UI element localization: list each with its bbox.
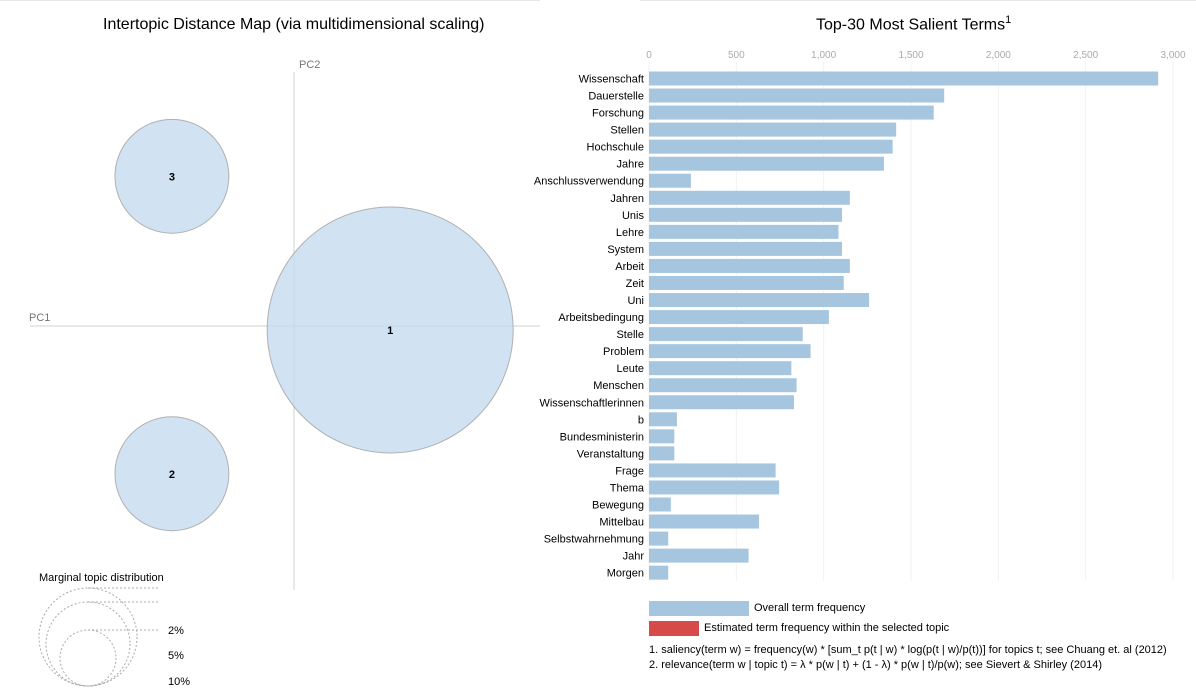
term-label-13: Uni: [627, 295, 644, 307]
term-label-9: Lehre: [616, 227, 644, 239]
x-tick-label-5: 2,500: [1073, 50, 1098, 61]
term-label-17: Leute: [616, 363, 644, 375]
overall-bar-3: [649, 122, 897, 137]
term-label-0: Wissenschaft: [579, 74, 644, 86]
right-top-rule: [640, 0, 1196, 1]
overall-bar-19: [649, 395, 794, 410]
overall-bar-17: [649, 361, 792, 376]
left-top-rule: [0, 0, 540, 1]
overall-frequency-legend-label: Overall term frequency: [754, 602, 866, 614]
term-label-20: b: [638, 414, 644, 426]
topic-label-2: 2: [169, 469, 175, 481]
topic-circle-1: [266, 206, 514, 454]
term-label-7: Jahren: [610, 193, 644, 205]
term-label-26: Mittelbau: [599, 517, 644, 529]
x-tick-label-3: 1,500: [898, 50, 923, 61]
salient-terms-title-footnote: 1: [1005, 14, 1012, 26]
overall-bar-12: [649, 275, 844, 290]
salient-terms-title: Top-30 Most Salient Terms1: [816, 14, 1011, 34]
overall-bar-25: [649, 497, 671, 512]
x-tick-label-1: 500: [728, 50, 745, 61]
marginal-legend-circle-1: [59, 629, 117, 687]
x-tick-label-4: 2,000: [986, 50, 1011, 61]
overall-bar-18: [649, 378, 797, 393]
saliency-footnote: 1. saliency(term w) = frequency(w) * [su…: [649, 644, 1167, 656]
overall-bar-1: [649, 88, 945, 103]
marginal-topic-legend: Marginal topic distribution 2% 5% 10%: [38, 572, 190, 688]
term-label-22: Veranstaltung: [577, 448, 644, 460]
overall-bar-4: [649, 139, 893, 154]
marginal-legend-circle-3: [38, 587, 138, 687]
marginal-legend-label-3: 10%: [168, 676, 190, 688]
overall-bar-20: [649, 412, 677, 427]
x-tick-label-2: 1,000: [811, 50, 836, 61]
term-label-5: Jahre: [616, 159, 644, 171]
term-label-3: Stellen: [610, 125, 644, 137]
term-label-4: Hochschule: [587, 142, 644, 154]
overall-bar-0: [649, 71, 1159, 86]
term-label-18: Menschen: [593, 380, 644, 392]
salient-terms-bar-chart: 0 500 1,000 1,500 2,000 2,500 3,000 Wissenschaf…: [534, 50, 1186, 636]
overall-bar-7: [649, 190, 850, 205]
term-label-24: Thema: [610, 482, 645, 494]
overall-bar-26: [649, 514, 760, 529]
pc1-axis-label: PC1: [29, 312, 50, 324]
x-tick-label-6: 3,000: [1160, 50, 1185, 61]
term-label-1: Dauerstelle: [588, 91, 644, 103]
marginal-legend-title: Marginal topic distribution: [39, 572, 164, 584]
overall-bar-2: [649, 105, 934, 120]
intertopic-distance-map: PC1 PC2 1 2 3: [29, 59, 540, 590]
overall-bar-13: [649, 293, 870, 308]
overall-bar-10: [649, 241, 843, 256]
marginal-legend-label-1: 2%: [168, 625, 184, 637]
marginal-legend-circle-2: [45, 601, 131, 687]
overall-bar-15: [649, 327, 803, 342]
x-tick-label-0: 0: [646, 50, 652, 61]
overall-bar-16: [649, 344, 811, 359]
term-label-2: Forschung: [592, 108, 644, 120]
term-label-10: System: [607, 244, 644, 256]
term-label-19: Wissenschaftlerinnen: [539, 397, 644, 409]
overall-bar-22: [649, 446, 675, 461]
term-label-8: Unis: [622, 210, 645, 222]
overall-bar-21: [649, 429, 675, 444]
overall-bar-5: [649, 156, 884, 171]
overall-bar-8: [649, 207, 843, 222]
overall-bar-28: [649, 548, 749, 563]
overall-bar-14: [649, 310, 829, 325]
overall-bar-24: [649, 480, 780, 495]
term-label-12: Zeit: [626, 278, 644, 290]
overall-bar-27: [649, 531, 669, 546]
relevance-footnote: 2. relevance(term w | topic t) = λ * p(w…: [649, 659, 1102, 671]
term-label-29: Morgen: [607, 568, 644, 580]
term-label-6: Anschlussverwendung: [534, 176, 644, 188]
estimated-frequency-swatch: [649, 621, 699, 636]
term-label-14: Arbeitsbedingung: [558, 312, 644, 324]
overall-bar-6: [649, 173, 691, 188]
term-label-23: Frage: [615, 465, 644, 477]
term-label-27: Selbstwahrnehmung: [544, 534, 644, 546]
term-label-16: Problem: [603, 346, 644, 358]
marginal-legend-label-2: 5%: [168, 650, 184, 662]
term-label-21: Bundesministerin: [560, 431, 644, 443]
overall-bar-9: [649, 224, 839, 239]
salient-terms-title-text: Top-30 Most Salient Terms: [816, 16, 1006, 34]
overall-bar-29: [649, 565, 669, 580]
term-label-11: Arbeit: [615, 261, 644, 273]
topic-circle-2: [114, 416, 230, 532]
term-label-28: Jahr: [623, 551, 645, 563]
topic-circle-3: [114, 118, 230, 234]
topic-label-1: 1: [387, 325, 393, 337]
term-label-15: Stelle: [616, 329, 644, 341]
overall-bar-23: [649, 463, 776, 478]
term-label-25: Bewegung: [592, 500, 644, 512]
overall-bar-11: [649, 258, 850, 273]
overall-frequency-swatch: [649, 601, 749, 616]
pc2-axis-label: PC2: [299, 59, 320, 71]
estimated-frequency-legend-label: Estimated term frequency within the sele…: [704, 622, 950, 634]
topic-label-3: 3: [169, 171, 175, 183]
intertopic-map-title: Intertopic Distance Map (via multidimens…: [103, 16, 485, 33]
